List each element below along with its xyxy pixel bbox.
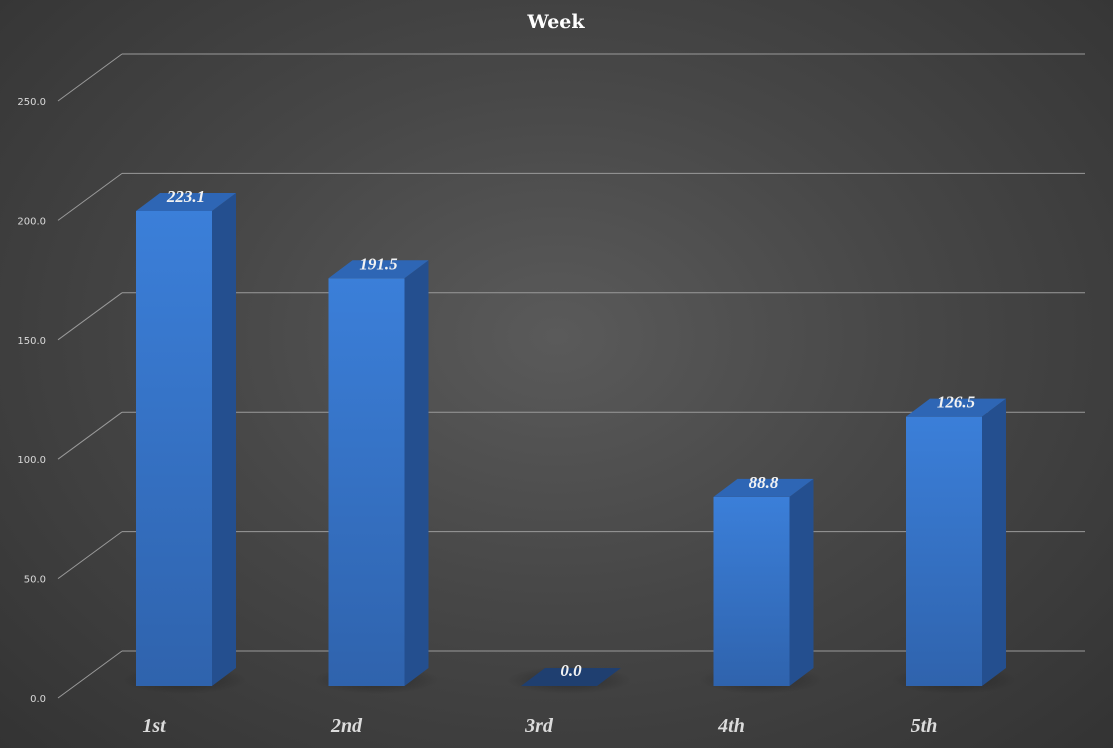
gridline-depth <box>57 53 123 102</box>
bar-top-face <box>521 668 621 686</box>
y-tick-label: 0.0 <box>30 694 46 705</box>
chart-title: Week <box>526 11 585 33</box>
data-label: 126.5 <box>937 393 976 412</box>
gridline-depth <box>57 650 123 699</box>
bar-side-face <box>982 398 1006 686</box>
bar-side-face <box>404 260 429 686</box>
bar-front-face <box>713 496 790 686</box>
y-tick-label: 150.0 <box>17 336 46 347</box>
x-tick-label: 5th <box>911 715 938 737</box>
bar-top-face <box>136 192 236 211</box>
bar-5th <box>892 398 1016 694</box>
data-labels: 223.1 191.5 0.0 88.8 126.5 <box>166 187 976 680</box>
x-tick-label: 3rd <box>524 715 554 737</box>
y-tick-label: 100.0 <box>17 455 46 466</box>
x-tick-label: 1st <box>142 715 167 737</box>
bar-side-face <box>212 192 236 686</box>
bar-top-face <box>713 478 814 497</box>
gridlines <box>57 53 1085 699</box>
gridline-depth <box>57 531 123 580</box>
bar-top-face <box>328 260 429 279</box>
y-tick-label: 200.0 <box>17 216 46 227</box>
data-label: 223.1 <box>166 187 205 206</box>
x-tick-label: 2nd <box>330 715 363 737</box>
gridline-depth <box>57 292 123 341</box>
bar-2nd <box>314 260 439 694</box>
y-axis-tick-labels: 0.0 50.0 100.0 150.0 200.0 250.0 <box>17 97 46 705</box>
gridline-depth <box>57 172 123 221</box>
bar-front-face <box>136 210 212 686</box>
bars <box>122 192 1016 694</box>
y-tick-label: 50.0 <box>24 575 46 586</box>
bar-side-face <box>789 478 814 686</box>
gridline-depth <box>57 411 123 460</box>
x-axis-tick-labels: 1st 2nd 3rd 4th 5th <box>142 715 937 737</box>
bar-top-face <box>906 398 1006 417</box>
y-tick-label: 250.0 <box>17 97 46 108</box>
data-label: 0.0 <box>560 661 582 680</box>
bar-1st <box>122 192 246 694</box>
x-tick-label: 4th <box>717 715 745 737</box>
bar-front-face <box>328 278 405 686</box>
bar-3rd <box>507 666 631 694</box>
data-label: 191.5 <box>359 254 398 273</box>
bar-front-face <box>906 416 982 686</box>
data-label: 88.8 <box>749 473 779 492</box>
bar-4th <box>699 478 824 694</box>
